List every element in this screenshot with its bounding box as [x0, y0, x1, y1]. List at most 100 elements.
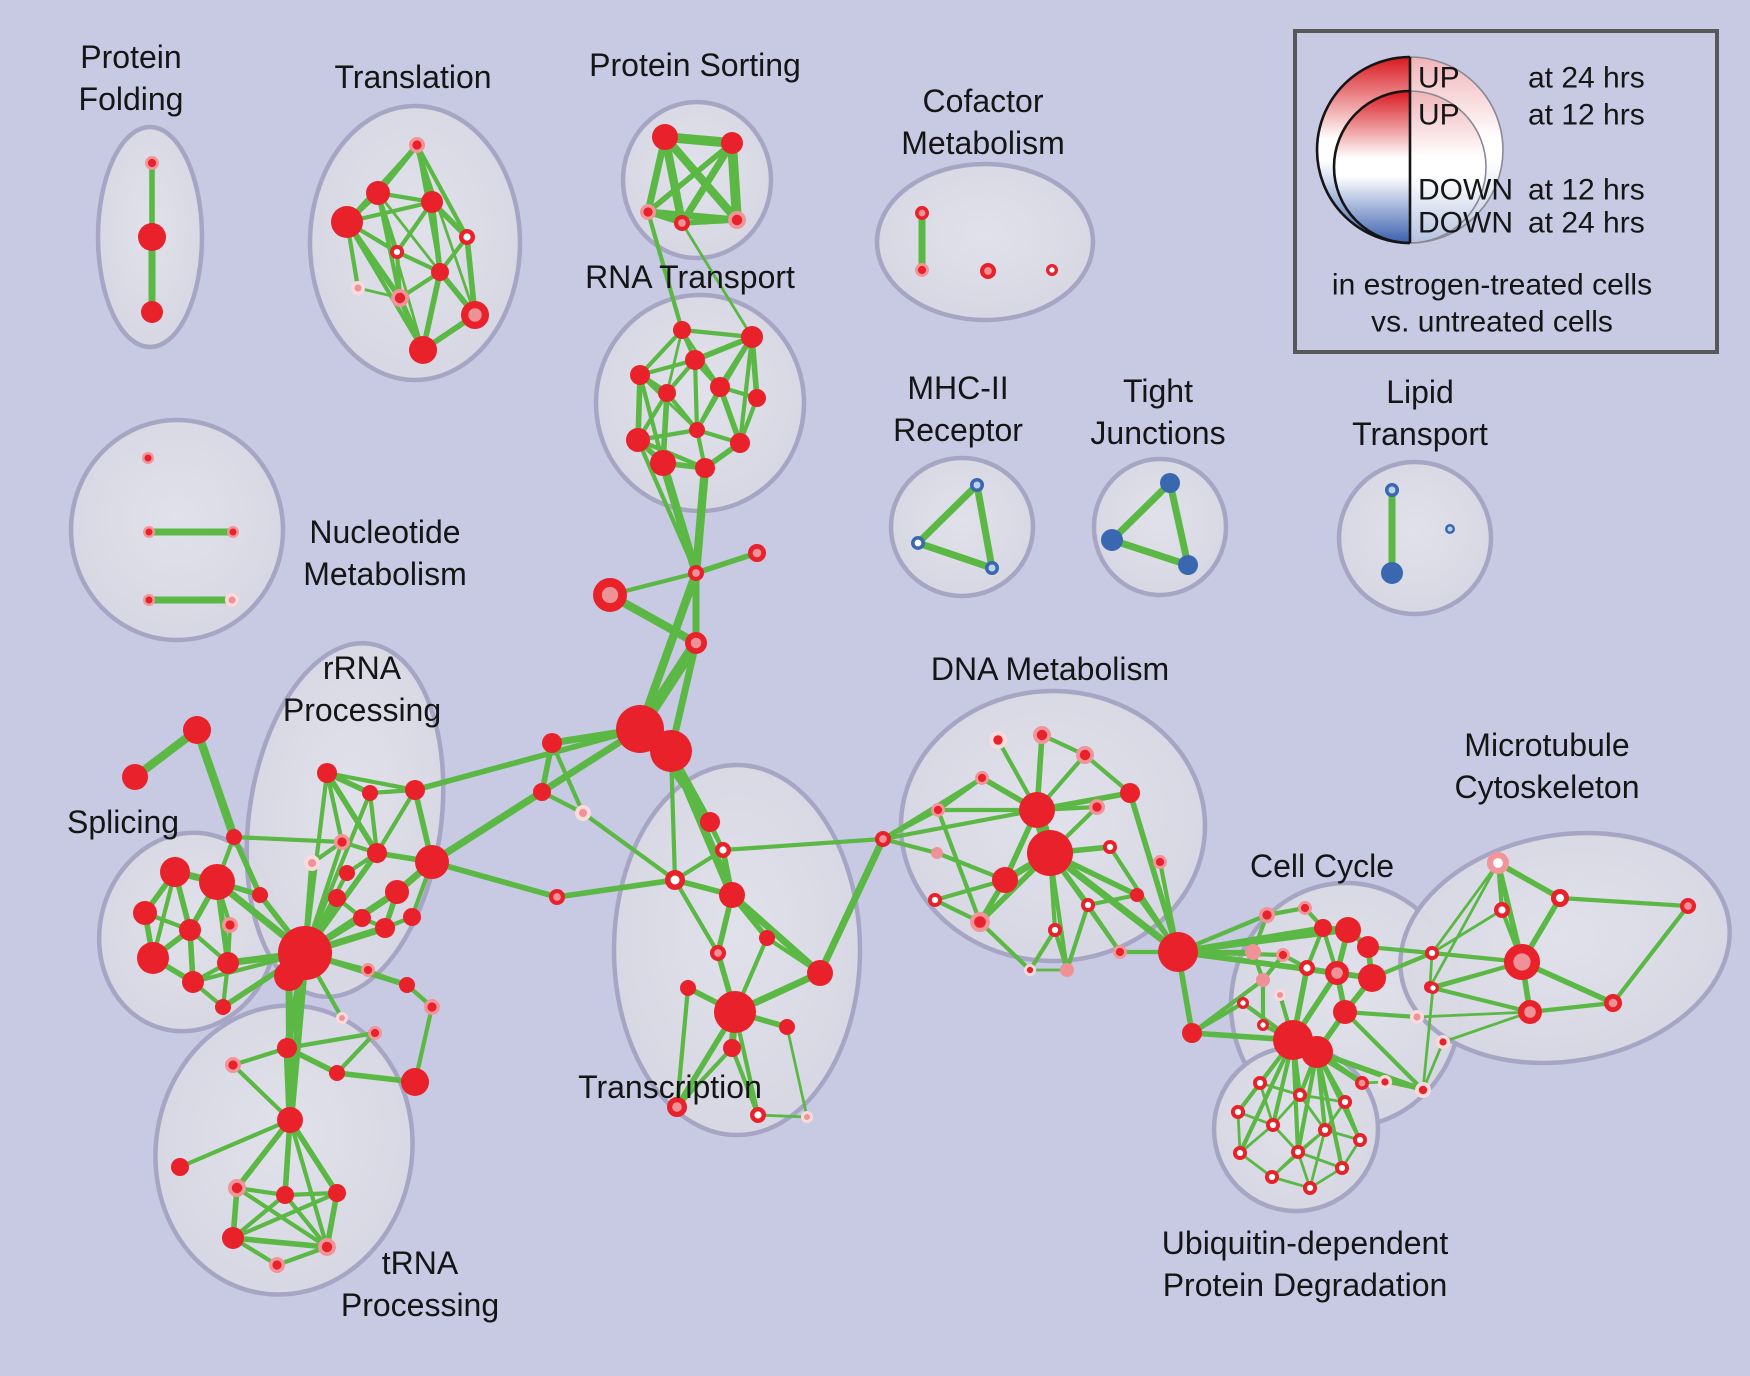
network-node: [1102, 839, 1118, 855]
network-node: [217, 952, 239, 974]
network-node: [317, 1237, 337, 1257]
network-node: [1352, 1132, 1368, 1148]
legend: UP at 24 hrs UP at 12 hrs DOWN at 12 hrs DOWN a…: [1293, 29, 1719, 354]
network-node: [1603, 993, 1623, 1013]
network-node: [714, 991, 756, 1033]
network-node: [1358, 964, 1386, 992]
network-node: [548, 888, 566, 906]
network-node: [989, 731, 1007, 749]
cluster-label-splicing: Splicing: [67, 804, 179, 840]
network-node: [409, 336, 437, 364]
network-node: [1160, 473, 1180, 493]
network-node: [1019, 792, 1055, 828]
network-node: [122, 764, 148, 790]
network-node: [673, 321, 691, 339]
network-edge: [376, 191, 425, 352]
network-node: [652, 124, 678, 150]
network-node: [593, 578, 627, 612]
network-node: [224, 1056, 242, 1074]
network-node: [931, 803, 945, 817]
network-edge: [1421, 1040, 1445, 1092]
network-edge: [1557, 895, 1691, 909]
cluster-ellipse-mhc-ii-receptor: [888, 455, 1036, 599]
network-edge: [756, 1113, 809, 1119]
network-edge: [680, 221, 754, 339]
legend-inner-right-outline: [1409, 90, 1487, 244]
network-edge: [672, 877, 721, 956]
network-node: [730, 433, 750, 453]
network-node: [807, 960, 833, 986]
network-node: [1377, 1074, 1393, 1090]
network-node: [226, 829, 242, 845]
cluster-ellipse-lipid-transport: [1336, 459, 1494, 617]
network-node: [1298, 901, 1312, 915]
network-edge: [1108, 536, 1192, 569]
cluster-label-cell-cycle: Cell Cycle: [1250, 848, 1394, 884]
network-node: [403, 908, 421, 926]
network-edge: [679, 217, 740, 226]
cluster-label-rrna-processing: Processing: [283, 692, 441, 728]
legend-direction-label: UP: [1418, 62, 1460, 95]
network-node: [390, 288, 410, 308]
network-edge: [230, 1192, 288, 1241]
network-edge: [428, 788, 546, 866]
network-edge: [973, 481, 996, 572]
network-node: [723, 1039, 741, 1057]
network-node: [1337, 1094, 1353, 1110]
network-node: [1032, 725, 1052, 745]
network-edge: [678, 139, 736, 227]
network-node: [1550, 888, 1570, 908]
cluster-ellipse-tight-junctions: [1091, 456, 1229, 598]
network-node: [460, 300, 490, 330]
network-node: [741, 326, 763, 348]
network-node: [1298, 960, 1315, 977]
network-node: [630, 365, 650, 385]
network-edge: [679, 327, 755, 340]
network-node: [695, 458, 715, 478]
network-edge: [1314, 1049, 1345, 1171]
network-edge: [1027, 927, 1058, 973]
cluster-label-microtubule-cytoskeleton: Microtubule: [1464, 727, 1629, 763]
network-edge: [1430, 861, 1500, 955]
network-edge: [1314, 1049, 1426, 1093]
network-edge: [635, 437, 699, 576]
network-node: [277, 1038, 297, 1058]
cluster-label-mhc-ii-receptor: Receptor: [893, 412, 1023, 448]
network-edge: [880, 807, 941, 842]
cluster-label-rna-transport: RNA Transport: [585, 259, 795, 295]
cluster-label-nucleotide-metabolism: Nucleotide: [309, 514, 460, 550]
network-node: [141, 301, 163, 323]
network-edge: [580, 810, 678, 883]
legend-inner-left-half: [1334, 91, 1410, 243]
network-node: [680, 980, 696, 996]
legend-caption: in estrogen-treated cells: [1332, 269, 1652, 302]
legend-outer-right-outline: [1409, 56, 1504, 244]
network-node: [747, 543, 767, 563]
network-node: [277, 1107, 303, 1133]
network-node: [689, 422, 705, 438]
network-edge: [1046, 849, 1182, 956]
network-node: [727, 210, 747, 230]
network-edge: [674, 1045, 735, 1110]
legend-outer-left-outline: [1315, 55, 1411, 245]
network-edge: [674, 985, 691, 1110]
network-edge: [324, 770, 380, 856]
network-node: [927, 892, 943, 908]
network-node: [221, 916, 239, 934]
network-node: [639, 203, 657, 221]
network-node: [1257, 1019, 1270, 1032]
network-edge: [693, 550, 760, 576]
network-node: [375, 918, 395, 938]
network-node: [533, 783, 551, 801]
cluster-label-ubiquitin-degradation: Ubiquitin-dependent: [1162, 1225, 1449, 1261]
network-edge: [429, 199, 443, 275]
cluster-label-ubiquitin-degradation: Protein Degradation: [1163, 1267, 1448, 1303]
network-node: [719, 882, 745, 908]
cluster-label-lipid-transport: Transport: [1352, 416, 1488, 452]
network-node: [1301, 1036, 1333, 1068]
network-edge: [914, 539, 996, 572]
network-edge: [737, 334, 755, 446]
network-edge: [414, 142, 470, 240]
network-edge: [914, 481, 981, 547]
network-node: [268, 1256, 286, 1274]
